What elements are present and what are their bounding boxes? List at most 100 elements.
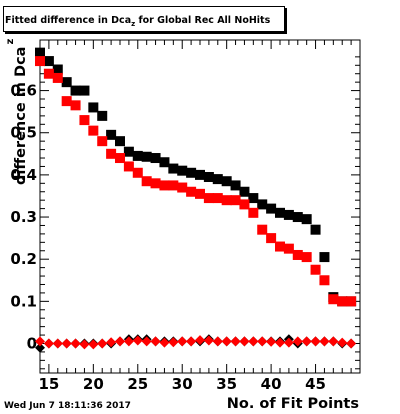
data-point-square: [79, 85, 90, 96]
data-point-diamond: [150, 336, 161, 347]
data-point-square: [195, 169, 205, 180]
y-tick-label: 0.1: [10, 292, 37, 310]
data-point-diamond: [230, 336, 241, 347]
data-point-diamond: [346, 338, 357, 349]
data-point-square: [123, 161, 134, 172]
data-point-square: [35, 47, 45, 58]
timestamp: Wed Jun 7 18:11:36 2017: [4, 401, 131, 411]
data-point-square: [123, 146, 134, 157]
data-point-square: [61, 96, 72, 107]
data-point-square: [115, 136, 125, 147]
data-point-square: [248, 193, 259, 204]
chart-title-subscript: z: [131, 20, 136, 28]
data-point-diamond: [132, 335, 143, 346]
data-point-square: [70, 100, 81, 111]
chart-title-rest: for Global Rec All NoHits: [135, 15, 271, 26]
data-point-diamond: [141, 336, 152, 347]
data-point-square: [115, 153, 125, 164]
data-point-square: [52, 72, 63, 83]
data-point-square: [159, 180, 170, 191]
data-point-square: [132, 167, 143, 178]
data-point-diamond: [52, 338, 63, 349]
data-point-square: [168, 180, 179, 191]
data-point-diamond: [195, 335, 205, 346]
data-point-diamond: [292, 336, 303, 347]
data-point-diamond: [248, 336, 259, 347]
data-point-square: [61, 77, 72, 88]
data-point-square: [132, 150, 143, 161]
data-point-square: [52, 64, 63, 75]
data-point-diamond: [35, 336, 45, 347]
data-point-square: [221, 195, 232, 206]
data-point-square: [239, 186, 250, 197]
data-point-square: [150, 153, 161, 164]
data-point-square: [150, 178, 161, 189]
data-point-diamond: [35, 342, 45, 353]
data-point-square: [292, 212, 303, 223]
chart-title-main: Fitted difference in Dca: [5, 15, 132, 26]
data-point-diamond: [239, 336, 250, 347]
x-tick-label: 45: [305, 375, 326, 393]
data-point-square: [203, 171, 214, 182]
data-point-diamond: [337, 337, 348, 348]
data-point-square: [301, 214, 312, 225]
data-point-diamond: [70, 338, 81, 349]
data-point-square: [43, 68, 54, 79]
data-point-square: [88, 102, 99, 113]
data-point-diamond: [79, 339, 90, 350]
data-point-square: [266, 233, 277, 244]
data-point-square: [319, 275, 330, 286]
data-point-diamond: [301, 336, 312, 347]
data-point-diamond: [310, 336, 321, 347]
x-tick-label: 35: [216, 375, 237, 393]
data-point-square: [106, 129, 117, 140]
data-point-diamond: [61, 338, 72, 349]
x-tick-label: 40: [261, 375, 282, 393]
data-point-square: [141, 151, 152, 162]
data-point-square: [221, 176, 232, 187]
y-tick-label: 0.4: [10, 166, 37, 184]
data-point-diamond: [221, 336, 232, 347]
y-tick-label: 0: [27, 334, 37, 352]
data-point-square: [97, 136, 108, 147]
data-point-diamond: [319, 336, 330, 347]
y-axis-label-subscript: z: [5, 38, 16, 45]
y-tick-label: 0.2: [10, 250, 37, 268]
data-point-square: [310, 264, 321, 275]
data-point-square: [186, 167, 197, 178]
data-point-square: [141, 176, 152, 187]
y-axis-label-text: difference in Dca: [13, 46, 29, 185]
data-point-diamond: [177, 336, 188, 347]
data-point-square: [79, 115, 90, 126]
y-tick-label: 0.3: [10, 208, 37, 226]
x-tick-label: 15: [38, 375, 59, 393]
data-point-square: [257, 199, 268, 210]
x-tick-label: 25: [127, 375, 148, 393]
data-point-square: [230, 180, 241, 191]
y-tick-label: 0.6: [10, 82, 37, 100]
data-point-diamond: [328, 336, 339, 347]
data-point-square: [177, 182, 188, 193]
data-point-square: [257, 224, 268, 235]
data-point-diamond: [168, 337, 179, 348]
data-point-square: [212, 174, 223, 185]
data-point-diamond: [97, 338, 108, 349]
data-point-diamond: [159, 337, 170, 348]
data-point-diamond: [266, 336, 277, 347]
data-point-square: [35, 56, 45, 67]
y-axis-label: difference in Dcaz: [5, 39, 29, 185]
data-point-diamond: [106, 337, 117, 348]
chart-title-box: Fitted difference in Dcaz for Global Rec…: [3, 6, 285, 32]
data-point-diamond: [115, 336, 125, 347]
data-point-square: [177, 165, 188, 176]
data-point-diamond: [123, 336, 134, 347]
data-point-square: [70, 85, 81, 96]
data-point-square: [43, 56, 54, 67]
data-point-square: [275, 241, 285, 252]
data-point-diamond: [212, 336, 223, 347]
data-point-square: [239, 199, 250, 210]
data-point-square: [106, 148, 117, 159]
chart-title: Fitted difference in Dcaz for Global Rec…: [5, 15, 271, 28]
y-tick-label: 0.5: [10, 124, 37, 142]
data-point-diamond: [186, 336, 197, 347]
